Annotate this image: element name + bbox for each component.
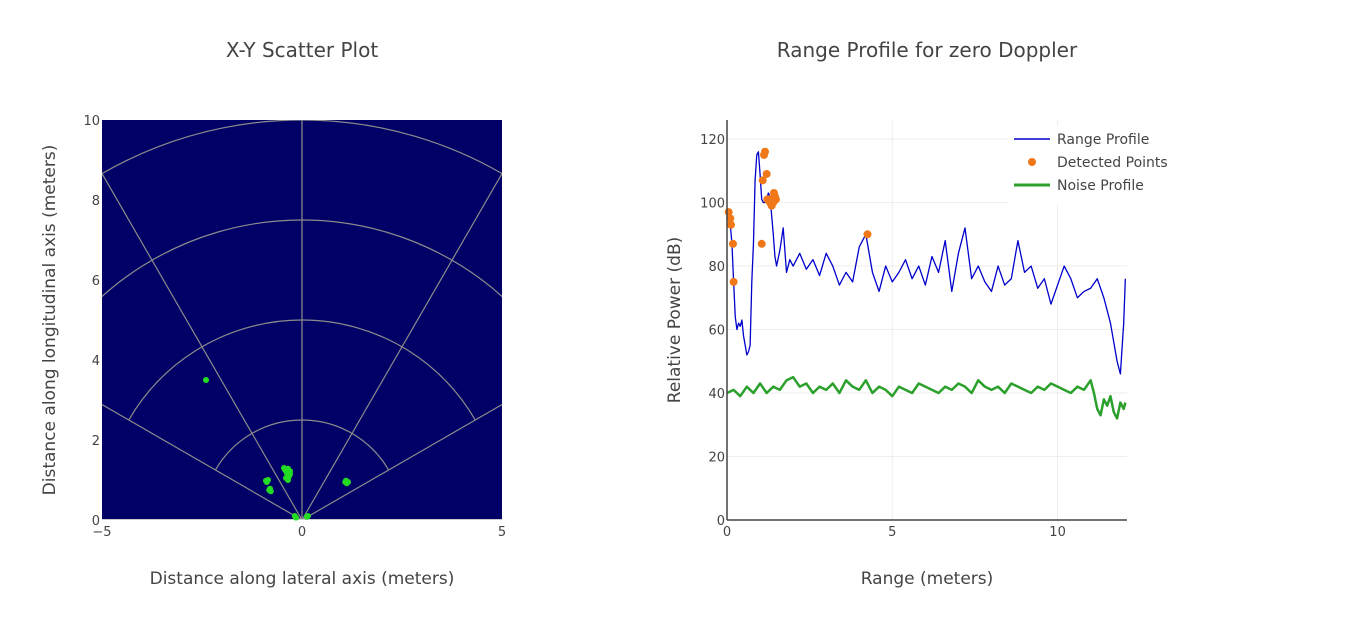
left-polar-grid bbox=[102, 120, 502, 520]
scatter-point bbox=[287, 471, 293, 477]
legend[interactable]: Range Profile Detected Points Noise Prof… bbox=[1008, 126, 1186, 204]
right-x-tick-label: 0 bbox=[723, 525, 731, 540]
right-y-tick-label: 0 bbox=[717, 514, 725, 529]
scatter-point bbox=[203, 377, 209, 383]
range-profile-line bbox=[726, 151, 1126, 375]
noise-profile-line bbox=[726, 375, 1127, 420]
legend-range-profile-label[interactable]: Range Profile bbox=[1057, 132, 1149, 148]
left-x-tick-label: 5 bbox=[498, 525, 506, 540]
right-y-axis-title: Relative Power (dB) bbox=[665, 237, 685, 403]
scatter-point bbox=[293, 514, 299, 521]
scatter-point bbox=[285, 477, 291, 483]
scatter-point bbox=[263, 479, 270, 485]
detected-point bbox=[729, 277, 738, 286]
left-x-axis-title: Distance along lateral axis (meters) bbox=[150, 569, 455, 589]
detected-point bbox=[726, 220, 735, 229]
right-y-tick-label: 60 bbox=[708, 324, 725, 339]
left-y-tick-label: 4 bbox=[92, 354, 100, 369]
scatter-point bbox=[282, 467, 289, 473]
right-series-lines[interactable] bbox=[726, 151, 1127, 420]
left-x-tick-label: −5 bbox=[92, 525, 111, 540]
right-x-ticks: 0 5 10 bbox=[723, 525, 1066, 540]
polar-ray bbox=[301, 172, 502, 520]
right-x-tick-label: 5 bbox=[888, 525, 896, 540]
right-x-tick-label: 10 bbox=[1049, 525, 1066, 540]
left-y-tick-label: 0 bbox=[92, 514, 100, 529]
right-y-tick-label: 20 bbox=[708, 451, 725, 466]
left-chart-title: X-Y Scatter Plot bbox=[226, 38, 378, 62]
detected-point bbox=[761, 147, 770, 156]
right-chart-title: Range Profile for zero Doppler bbox=[777, 38, 1078, 62]
right-y-tick-label: 40 bbox=[708, 387, 725, 402]
left-x-tick-label: 0 bbox=[298, 525, 306, 540]
polar-ray bbox=[102, 403, 303, 520]
left-y-ticks: 0 2 4 6 8 10 bbox=[83, 114, 100, 529]
left-y-axis-title: Distance along longitudinal axis (meters… bbox=[40, 145, 60, 496]
right-axes-lines bbox=[726, 120, 1127, 521]
right-y-ticks: 0 20 40 60 80 100 120 bbox=[700, 133, 725, 529]
detected-point bbox=[758, 176, 767, 185]
polar-ray bbox=[102, 172, 303, 520]
scatter-point bbox=[342, 479, 349, 485]
right-detected-points[interactable] bbox=[724, 147, 872, 286]
scatter-point bbox=[305, 513, 311, 519]
left-y-tick-label: 6 bbox=[92, 274, 100, 289]
scatter-point bbox=[266, 487, 273, 493]
right-y-tick-label: 100 bbox=[700, 197, 725, 212]
left-x-ticks: −5 0 5 bbox=[92, 525, 506, 540]
right-x-axis-title: Range (meters) bbox=[861, 569, 994, 589]
detected-point bbox=[771, 195, 780, 204]
detected-point bbox=[726, 214, 735, 223]
detected-point bbox=[728, 239, 737, 248]
polar-ray bbox=[301, 403, 502, 520]
legend-detected-points-swatch bbox=[1028, 158, 1036, 166]
left-y-tick-label: 10 bbox=[83, 114, 100, 129]
left-scatter-points[interactable] bbox=[203, 377, 351, 521]
legend-detected-points-label[interactable]: Detected Points bbox=[1057, 155, 1168, 171]
legend-noise-profile-label[interactable]: Noise Profile bbox=[1057, 178, 1144, 194]
left-y-tick-label: 8 bbox=[92, 194, 100, 209]
right-y-tick-label: 80 bbox=[708, 260, 725, 275]
detected-point bbox=[757, 239, 766, 248]
detected-point bbox=[863, 230, 872, 239]
left-y-tick-label: 2 bbox=[92, 434, 100, 449]
right-y-tick-label: 120 bbox=[700, 133, 725, 148]
detected-point bbox=[762, 169, 771, 178]
range-profile-chart: Range Profile for zero Doppler 0 5 10 0 20 4… bbox=[665, 38, 1186, 589]
